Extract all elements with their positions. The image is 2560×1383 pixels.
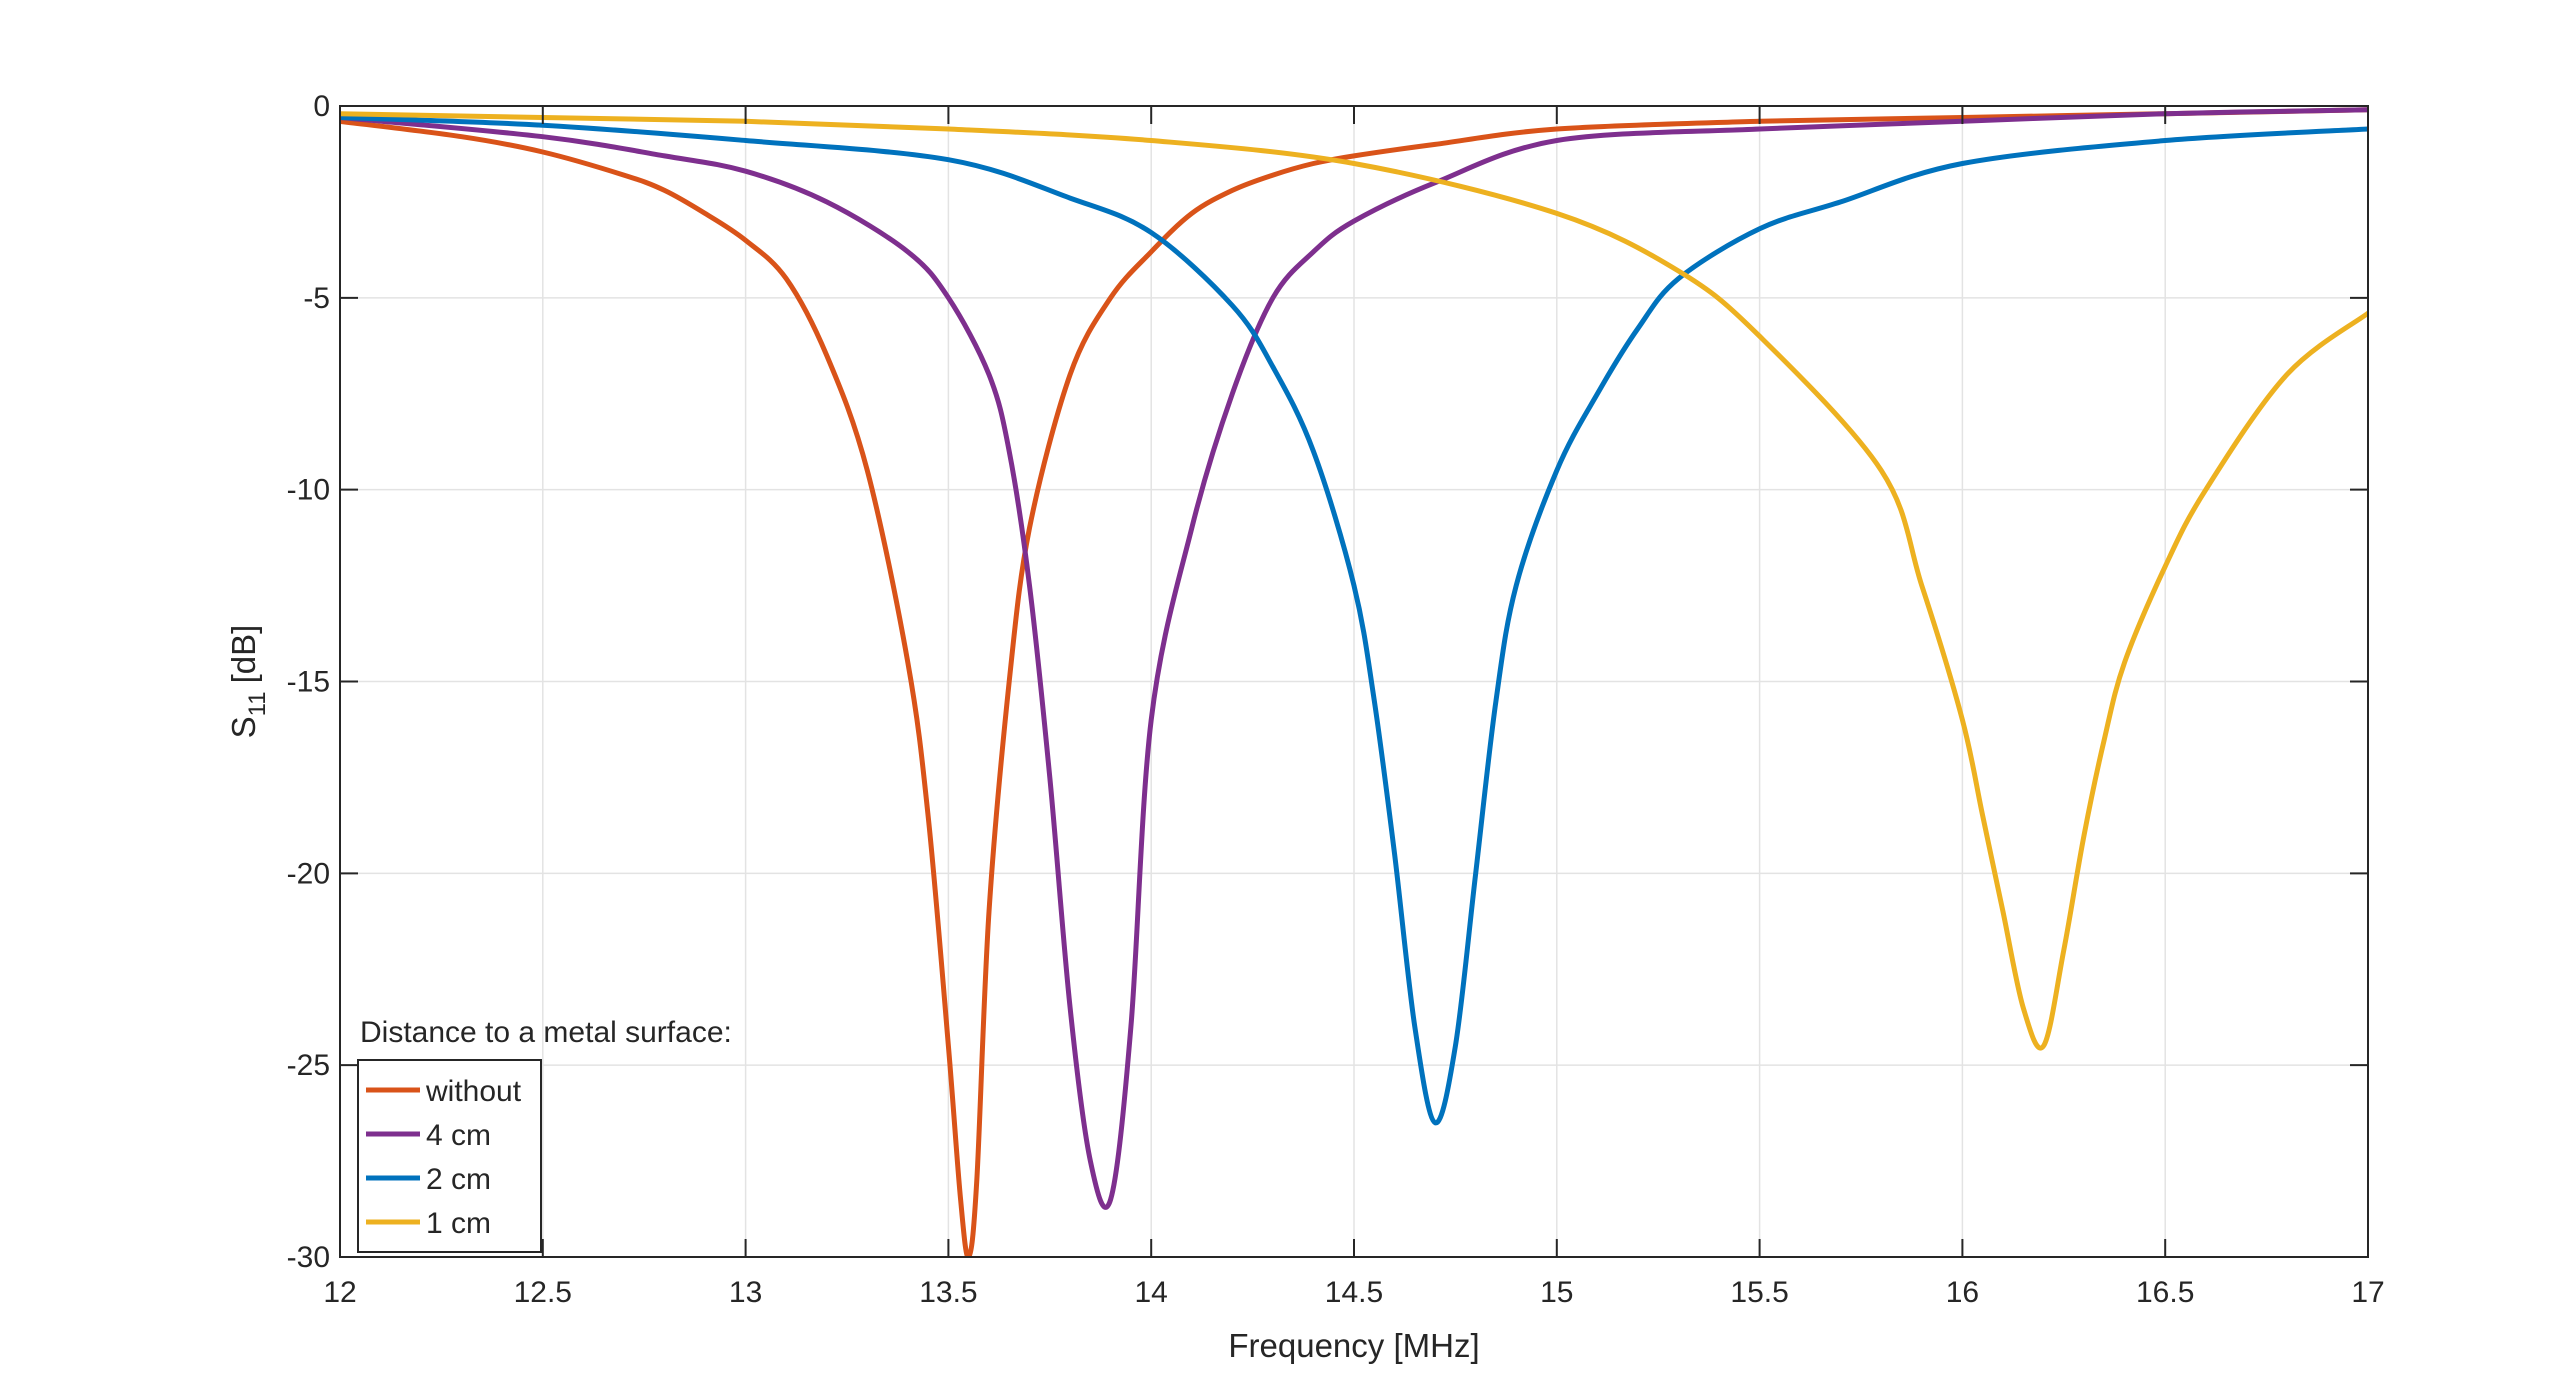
- legend-label-without: without: [425, 1075, 522, 1108]
- x-tick-label: 12: [323, 1276, 356, 1309]
- series-line-without: [340, 107, 2368, 1257]
- legend-label-2-cm: 2 cm: [426, 1163, 491, 1196]
- x-tick-label: 13: [729, 1276, 762, 1309]
- y-axis-title: S11 [dB]: [225, 625, 271, 739]
- legend: without 4 cm 2 cm 1 cm: [357, 1059, 542, 1253]
- legend-label-4-cm: 4 cm: [426, 1119, 491, 1152]
- legend-label-1-cm: 1 cm: [426, 1207, 491, 1240]
- x-tick-label: 13.5: [919, 1276, 977, 1309]
- series-lines: [340, 107, 2368, 1257]
- series-line-4-cm: [340, 107, 2368, 1210]
- x-tick-label: 16.5: [2136, 1276, 2194, 1309]
- y-tick-label: -15: [287, 666, 330, 699]
- y-axis-title-unit: [dB]: [225, 625, 262, 684]
- y-tick-label: 0: [313, 90, 330, 123]
- y-axis-title-main: S: [225, 716, 262, 738]
- y-tick-labels: 0 -5 -10 -15 -20 -25 -30: [287, 90, 330, 1274]
- x-tick-label: 15: [1540, 1276, 1573, 1309]
- x-tick-label: 17: [2351, 1276, 2384, 1309]
- x-axis-title: Frequency [MHz]: [1228, 1327, 1479, 1364]
- x-tick-label: 12.5: [514, 1276, 572, 1309]
- x-tick-label: 14: [1135, 1276, 1168, 1309]
- x-tick-label: 16: [1946, 1276, 1979, 1309]
- y-tick-label: -20: [287, 857, 330, 890]
- ticks: [339, 105, 2369, 1258]
- y-axis-title-subscript: 11: [244, 691, 271, 716]
- x-tick-label: 15.5: [1730, 1276, 1788, 1309]
- y-tick-label: -10: [287, 474, 330, 507]
- y-tick-label: -30: [287, 1241, 330, 1274]
- series-line-2-cm: [340, 115, 2368, 1126]
- series-line-1-cm: [340, 111, 2368, 1051]
- y-tick-label: -5: [303, 282, 330, 315]
- legend-title: Distance to a metal surface:: [360, 1016, 732, 1049]
- x-tick-label: 14.5: [1325, 1276, 1383, 1309]
- x-tick-labels: 12 12.5 13 13.5 14 14.5 15 15.5 16 16.5 17: [323, 1276, 2384, 1309]
- y-tick-label: -25: [287, 1049, 330, 1082]
